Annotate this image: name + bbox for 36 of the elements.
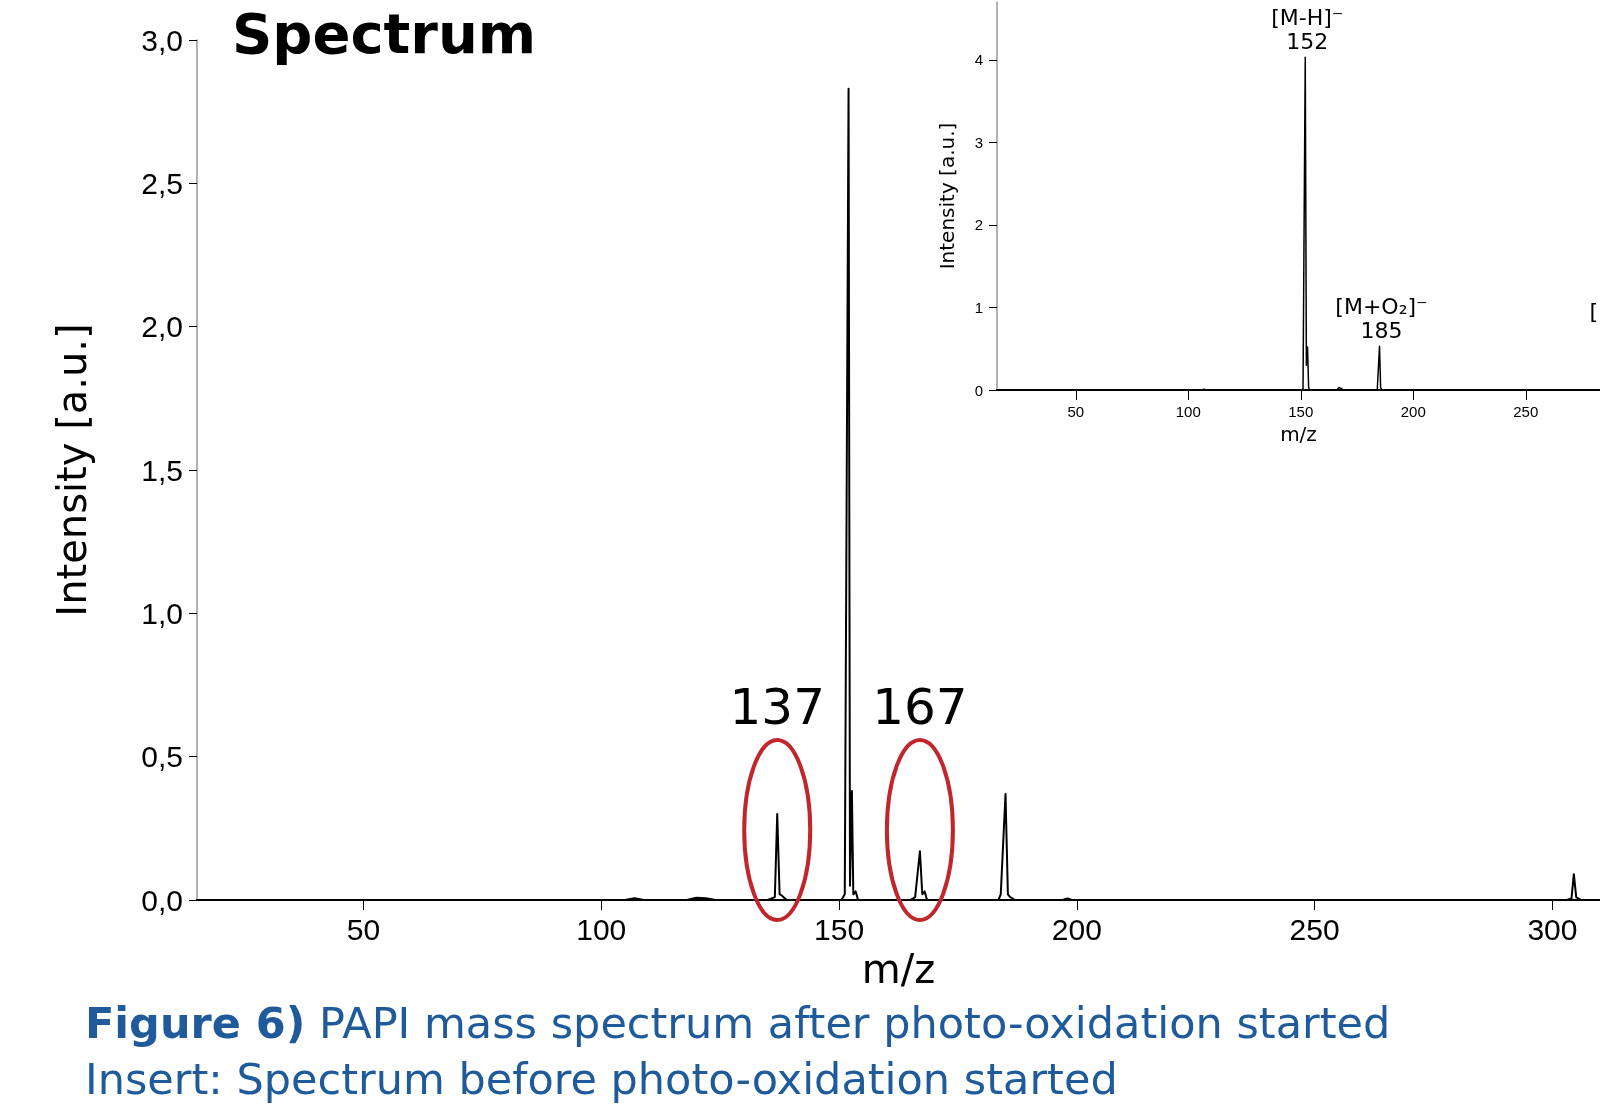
x-tick-label: 150 (1288, 403, 1314, 420)
x-tick-label: 200 (1400, 403, 1426, 420)
x-tick-label: 100 (576, 912, 627, 946)
y-tick-label: 2 (974, 216, 983, 234)
x-tick-label: 250 (1289, 912, 1340, 946)
x-tick-label: 250 (1513, 403, 1539, 420)
annotation: [M-H]⁻ 152 (1271, 4, 1344, 54)
y-tick-label: 1 (974, 298, 983, 316)
x-tick-label: 50 (1067, 403, 1085, 420)
caption: Figure 6) (85, 998, 306, 1048)
y-tick-label: 0,0 (141, 883, 183, 917)
x-tick-label: 150 (814, 912, 865, 946)
x-axis-title: m/z (861, 945, 936, 992)
y-tick-label: 4 (974, 51, 983, 69)
y-tick-label: 2,0 (141, 310, 183, 344)
annotation: 137 (729, 678, 825, 736)
x-axis-title: m/z (1280, 421, 1317, 446)
y-tick-label: 3,0 (141, 23, 183, 57)
x-tick-label: 300 (1527, 912, 1578, 946)
y-tick-label: 0,5 (141, 740, 183, 774)
text: PAPI mass spectrum after photo-oxidation started (319, 998, 1391, 1048)
y-axis-title: Intensity [a.u.] (49, 323, 95, 617)
y-tick-label: 1,0 (141, 596, 183, 630)
annotation: 167 (872, 678, 968, 736)
y-tick-label: 1,5 (141, 453, 183, 487)
annotation: [ (1589, 298, 1599, 324)
x-tick-label: 200 (1051, 912, 1102, 946)
chart-title: Spectrum (232, 0, 537, 66)
y-tick-label: 2,5 (141, 166, 183, 200)
y-axis-title: Intensity [a.u.] (935, 122, 959, 270)
y-tick-label: 3 (974, 133, 983, 151)
annotation: [M+O₂]⁻ 185 (1335, 293, 1428, 343)
text: Insert: Spectrum before photo-oxidation started (85, 1054, 1118, 1104)
x-tick-label: 50 (346, 912, 381, 946)
y-tick-label: 0 (974, 381, 983, 399)
x-tick-label: 100 (1175, 403, 1201, 420)
